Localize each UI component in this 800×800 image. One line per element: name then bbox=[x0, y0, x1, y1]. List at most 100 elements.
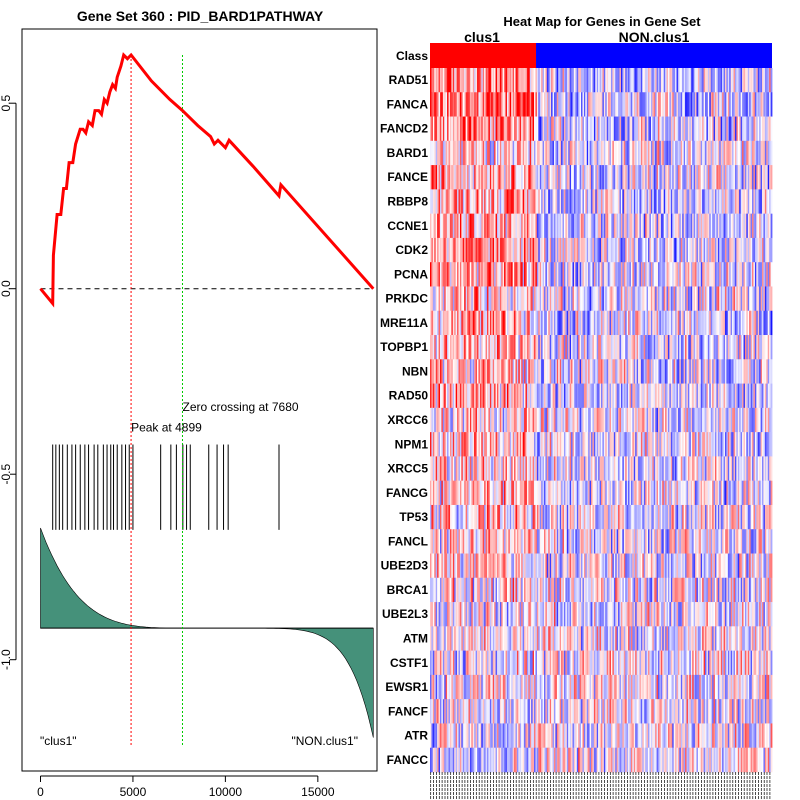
heatmap-cell bbox=[539, 310, 542, 336]
heatmap-cell bbox=[592, 165, 595, 190]
heatmap-cell bbox=[589, 359, 592, 384]
heatmap-cell bbox=[479, 310, 482, 336]
heatmap-cell bbox=[479, 237, 482, 263]
heatmap-cell bbox=[640, 529, 643, 554]
heatmap-cell bbox=[612, 262, 615, 287]
heatmap-cell bbox=[519, 480, 522, 506]
heatmap-cell bbox=[766, 189, 769, 214]
heatmap-cell bbox=[439, 165, 442, 190]
heatmap-cell bbox=[736, 189, 739, 214]
heatmap-cell bbox=[454, 335, 457, 360]
heatmap-cell bbox=[572, 359, 575, 384]
heatmap-cell bbox=[568, 92, 571, 117]
heatmap-cell bbox=[662, 92, 665, 117]
heatmap-cell bbox=[539, 359, 542, 384]
heatmap-cell bbox=[439, 480, 442, 506]
heatmap-cell bbox=[658, 432, 660, 457]
heatmap-cell bbox=[639, 116, 642, 142]
heatmap-cell bbox=[494, 140, 496, 166]
heatmap-cell bbox=[734, 237, 737, 263]
heatmap-cell bbox=[553, 359, 556, 384]
heatmap-cell bbox=[747, 310, 750, 336]
heatmap-cell bbox=[628, 213, 630, 239]
heatmap-cell bbox=[632, 432, 635, 457]
heatmap-cell bbox=[727, 68, 730, 93]
heatmap-cell bbox=[559, 189, 562, 214]
heatmap-cell bbox=[675, 68, 677, 93]
heatmap-cell bbox=[689, 529, 692, 554]
heatmap-cell bbox=[675, 383, 677, 409]
heatmap-cell bbox=[712, 237, 714, 263]
heatmap-cell bbox=[596, 310, 599, 336]
heatmap-cell bbox=[589, 553, 592, 579]
heatmap-cell bbox=[434, 456, 437, 481]
heatmap-cell bbox=[551, 165, 553, 190]
heatmap-cell bbox=[452, 237, 455, 263]
heatmap-cell bbox=[504, 456, 506, 481]
heatmap-cell bbox=[506, 335, 509, 360]
heatmap-cell bbox=[636, 480, 639, 506]
heatmap-cell bbox=[536, 213, 539, 239]
heatmap-cell bbox=[752, 237, 754, 263]
heatmap-cell bbox=[723, 213, 726, 239]
heatmap-cell bbox=[672, 116, 675, 142]
heatmap-cell bbox=[723, 504, 726, 530]
heatmap-cell bbox=[562, 456, 565, 481]
heatmap-cell bbox=[760, 432, 763, 457]
heatmap-cell bbox=[435, 116, 438, 142]
heatmap-cell bbox=[588, 189, 590, 214]
heatmap-cell bbox=[630, 456, 633, 481]
heatmap-cell bbox=[549, 140, 552, 166]
heatmap-cell bbox=[726, 335, 729, 360]
heatmap-cell bbox=[702, 116, 704, 142]
heatmap-cell bbox=[582, 262, 585, 287]
heatmap-cell bbox=[643, 116, 646, 142]
heatmap-cell bbox=[653, 286, 656, 312]
heatmap-cell bbox=[514, 213, 516, 239]
heatmap-cell bbox=[529, 189, 532, 214]
heatmap-cell bbox=[521, 553, 524, 579]
heatmap-cell bbox=[762, 213, 764, 239]
heatmap-cell bbox=[492, 213, 495, 239]
heatmap-cell bbox=[482, 68, 485, 93]
heatmap-cell bbox=[770, 529, 773, 554]
heatmap-cell bbox=[650, 529, 653, 554]
heatmap-cell bbox=[660, 140, 663, 166]
heatmap-cell bbox=[555, 286, 558, 312]
heatmap-cell bbox=[650, 140, 653, 166]
heatmap-cell bbox=[648, 286, 650, 312]
heatmap-cell bbox=[485, 140, 488, 166]
heatmap-cell bbox=[472, 529, 475, 554]
heatmap-cell bbox=[693, 116, 696, 142]
heatmap-cell bbox=[538, 456, 541, 481]
heatmap-cell bbox=[702, 237, 704, 263]
heatmap-cell bbox=[589, 237, 592, 263]
heatmap-cell bbox=[441, 553, 444, 579]
heatmap-cell bbox=[608, 504, 610, 530]
heatmap-cell bbox=[602, 504, 605, 530]
heatmap-cell bbox=[518, 165, 521, 190]
heatmap-cell bbox=[588, 237, 590, 263]
heatmap-cell bbox=[535, 140, 538, 166]
heatmap-cell bbox=[729, 68, 732, 93]
heatmap-cell bbox=[565, 407, 568, 433]
heatmap-cell bbox=[504, 213, 506, 239]
heatmap-cell bbox=[706, 432, 709, 457]
heatmap-cell bbox=[742, 335, 744, 360]
heatmap-cell bbox=[732, 213, 734, 239]
heatmap-cell bbox=[505, 68, 508, 93]
heatmap-cell bbox=[733, 92, 736, 117]
heatmap-cell bbox=[583, 529, 586, 554]
heatmap-cell bbox=[642, 286, 645, 312]
heatmap-cell bbox=[538, 359, 541, 384]
heatmap-cell bbox=[558, 432, 561, 457]
heatmap-cell bbox=[636, 213, 639, 239]
heatmap-cell bbox=[732, 165, 734, 190]
heatmap-cell bbox=[591, 140, 593, 166]
heatmap-cell bbox=[581, 165, 583, 190]
heatmap-cell bbox=[511, 432, 514, 457]
heatmap-cell bbox=[646, 480, 649, 506]
heatmap-cell bbox=[591, 213, 593, 239]
heatmap-cell bbox=[669, 359, 672, 384]
heatmap-cell bbox=[696, 335, 699, 360]
